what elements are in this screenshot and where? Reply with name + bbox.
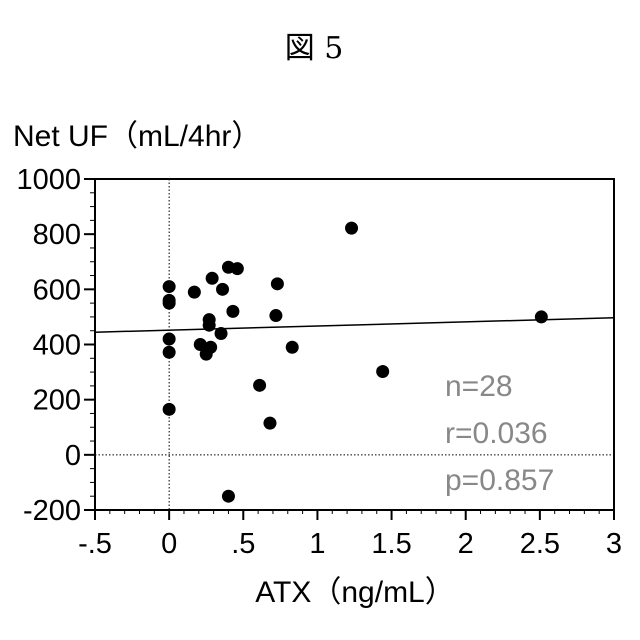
data-point [188, 286, 201, 299]
y-tick-label: 200 [33, 385, 81, 417]
x-tick-label: 0 [161, 528, 177, 560]
data-point [345, 222, 358, 235]
data-points [163, 222, 548, 503]
data-point [231, 262, 244, 275]
y-tick-label: 0 [65, 440, 81, 472]
data-point [215, 327, 228, 340]
x-axis-label: ATX（ng/mL） [255, 576, 455, 609]
data-point [269, 309, 282, 322]
data-point [226, 305, 239, 318]
statistics-block: n=28 r=0.036 p=0.857 [445, 370, 554, 497]
x-axis-ticks: -.5 0 .5 1 1.5 2 2.5 3 [78, 510, 622, 560]
x-tick-label: -.5 [78, 528, 112, 560]
data-point [204, 341, 217, 354]
data-point [376, 365, 389, 378]
y-tick-label: 800 [33, 219, 81, 251]
y-tick-label: 400 [33, 330, 81, 362]
x-tick-label: 2 [458, 528, 474, 560]
figure-label: 図 5 [285, 31, 344, 66]
x-tick-label: 2.5 [520, 528, 560, 560]
x-tick-label: 3 [606, 528, 622, 560]
data-point [253, 379, 266, 392]
stat-n: n=28 [445, 370, 513, 403]
data-point [222, 490, 235, 503]
y-tick-label: -200 [23, 495, 81, 527]
stat-p: p=0.857 [445, 464, 554, 497]
data-point [286, 341, 299, 354]
x-tick-label: 1 [309, 528, 325, 560]
y-axis-label: Net UF（mL/4hr） [13, 120, 261, 153]
data-point [163, 403, 176, 416]
x-tick-label: .5 [231, 528, 255, 560]
x-tick-label: 1.5 [371, 528, 411, 560]
data-point [163, 332, 176, 345]
data-point [535, 310, 548, 323]
data-point [263, 417, 276, 430]
data-point [216, 283, 229, 296]
data-point [271, 277, 284, 290]
data-point [163, 280, 176, 293]
stat-r: r=0.036 [445, 417, 548, 450]
data-point [163, 297, 176, 310]
y-tick-label: 1000 [16, 164, 81, 196]
data-point [206, 272, 219, 285]
y-tick-label: 600 [33, 274, 81, 306]
data-point [203, 319, 216, 332]
y-axis-ticks: -200 0 200 400 600 800 1000 [16, 164, 95, 527]
data-point [163, 346, 176, 359]
